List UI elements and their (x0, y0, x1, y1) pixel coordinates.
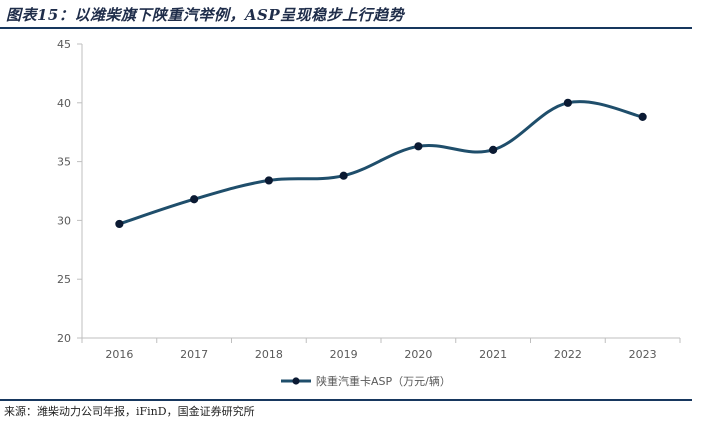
series-line (118, 100, 643, 226)
legend-marker-swatch (292, 377, 300, 385)
y-tick-label: 35 (57, 156, 71, 169)
data-point-2021 (489, 145, 498, 154)
y-tick-label: 20 (57, 332, 71, 345)
source-rule (0, 399, 692, 401)
x-tick-label: 2023 (629, 348, 657, 361)
chart-title: 图表15：以潍柴旗下陕重汽举例，ASP呈现稳步上行趋势 (6, 6, 405, 24)
data-point-2022 (563, 98, 572, 107)
legend-label: 陕重汽重卡ASP（万元/辆） (316, 374, 451, 388)
data-point-2020 (414, 142, 423, 151)
y-tick-label: 40 (57, 97, 71, 110)
x-tick-label: 2020 (404, 348, 432, 361)
x-tick-label: 2016 (105, 348, 133, 361)
x-tick-label: 2018 (255, 348, 283, 361)
data-point-2019 (339, 171, 348, 180)
x-tick-label: 2017 (180, 348, 208, 361)
x-tick-label: 2022 (554, 348, 582, 361)
x-tick-label: 2019 (330, 348, 358, 361)
y-tick-label: 45 (57, 38, 71, 51)
data-point-2017 (190, 195, 199, 204)
data-point-2016 (115, 219, 124, 229)
title-rule (0, 27, 692, 29)
y-tick-label: 30 (57, 214, 71, 227)
data-point-2018 (264, 176, 273, 185)
x-tick-label: 2021 (479, 348, 507, 361)
source-note: 来源：潍柴动力公司年报，iFinD，国金证券研究所 (4, 405, 255, 418)
data-point-2023 (638, 112, 647, 122)
y-tick-label: 25 (57, 273, 71, 286)
